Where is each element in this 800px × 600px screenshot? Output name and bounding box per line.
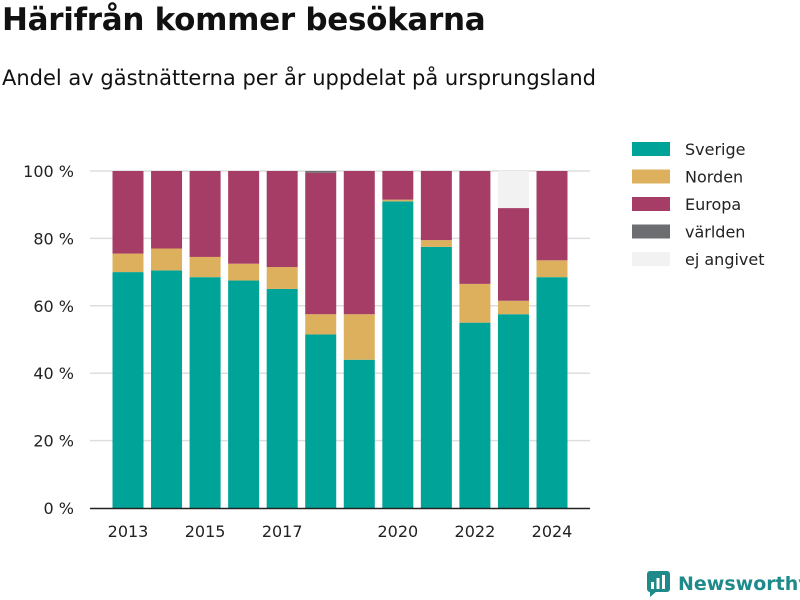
bar-segment	[305, 172, 337, 315]
bar-segment	[305, 334, 337, 508]
bar-segment	[228, 171, 260, 264]
legend-swatch	[632, 197, 670, 211]
bar-segment	[382, 171, 414, 200]
x-tick-label: 2024	[532, 522, 573, 541]
bar-segment	[420, 240, 452, 247]
bar-segment	[266, 171, 298, 268]
bar-segment	[151, 248, 183, 271]
legend: Sverige Norden Europa världen ej angivet	[632, 140, 765, 269]
legend-label: Norden	[685, 168, 743, 187]
legend-label: Europa	[685, 195, 741, 214]
bar-segment	[497, 171, 529, 209]
bar-segment	[536, 260, 568, 278]
bar-segment	[343, 359, 375, 508]
bar-segment	[343, 314, 375, 360]
legend-swatch	[632, 224, 670, 239]
newsworthy-logo-icon	[647, 571, 670, 597]
y-tick-label: 60 %	[33, 297, 74, 316]
bar-segment	[112, 253, 144, 273]
page-subtitle: Andel av gästnätterna per år uppdelat på…	[2, 66, 596, 90]
legend-label: världen	[685, 223, 745, 242]
y-tick-label: 0 %	[44, 499, 74, 518]
bar-segment	[497, 208, 529, 301]
bar-segment	[305, 171, 337, 173]
bar-segment	[536, 171, 568, 261]
bar-segment	[459, 283, 491, 323]
bar-segment	[112, 171, 144, 254]
legend-swatch	[632, 252, 670, 266]
x-tick-label: 2017	[262, 522, 303, 541]
newsworthy-logo: Newsworthy	[646, 570, 800, 598]
x-tick-label: 2013	[108, 522, 149, 541]
y-tick-label: 20 %	[33, 432, 74, 451]
bar-segment	[459, 322, 491, 508]
bar-segment	[497, 314, 529, 508]
x-tick-label: 2020	[377, 522, 418, 541]
bar-segment	[266, 267, 298, 289]
bars	[112, 171, 568, 508]
legend-label: ej angivet	[685, 250, 765, 269]
bar-segment	[112, 272, 144, 508]
legend-label: Sverige	[685, 140, 746, 159]
bar-segment	[459, 171, 491, 284]
legend-swatch	[632, 169, 670, 184]
page-title: Härifrån kommer besökarna	[2, 2, 486, 38]
bar-segment	[536, 277, 568, 508]
x-tick-label: 2015	[185, 522, 226, 541]
bar-segment	[228, 280, 260, 508]
y-tick-label: 80 %	[33, 229, 74, 248]
bar-segment	[189, 171, 221, 257]
newsworthy-logo-text: Newsworthy	[678, 573, 800, 595]
bar-segment	[343, 171, 375, 315]
bar-segment	[305, 314, 337, 335]
bar-segment	[228, 263, 260, 281]
legend-swatch	[632, 142, 670, 156]
bar-segment	[497, 300, 529, 315]
bar-segment	[420, 171, 452, 241]
bar-segment	[189, 277, 221, 508]
bar-segment	[151, 171, 183, 249]
x-tick-label: 2022	[455, 522, 496, 541]
bar-segment	[420, 246, 452, 508]
bar-segment	[382, 201, 414, 508]
y-tick-label: 40 %	[33, 364, 74, 383]
axes: 0 % 20 % 40 % 60 % 80 % 100 % 2013 2015 2017 2020…	[23, 162, 590, 541]
y-tick-label: 100 %	[23, 162, 74, 181]
bar-segment	[382, 199, 414, 202]
bar-segment	[151, 270, 183, 508]
bar-segment	[266, 288, 298, 508]
bar-segment	[189, 256, 221, 278]
